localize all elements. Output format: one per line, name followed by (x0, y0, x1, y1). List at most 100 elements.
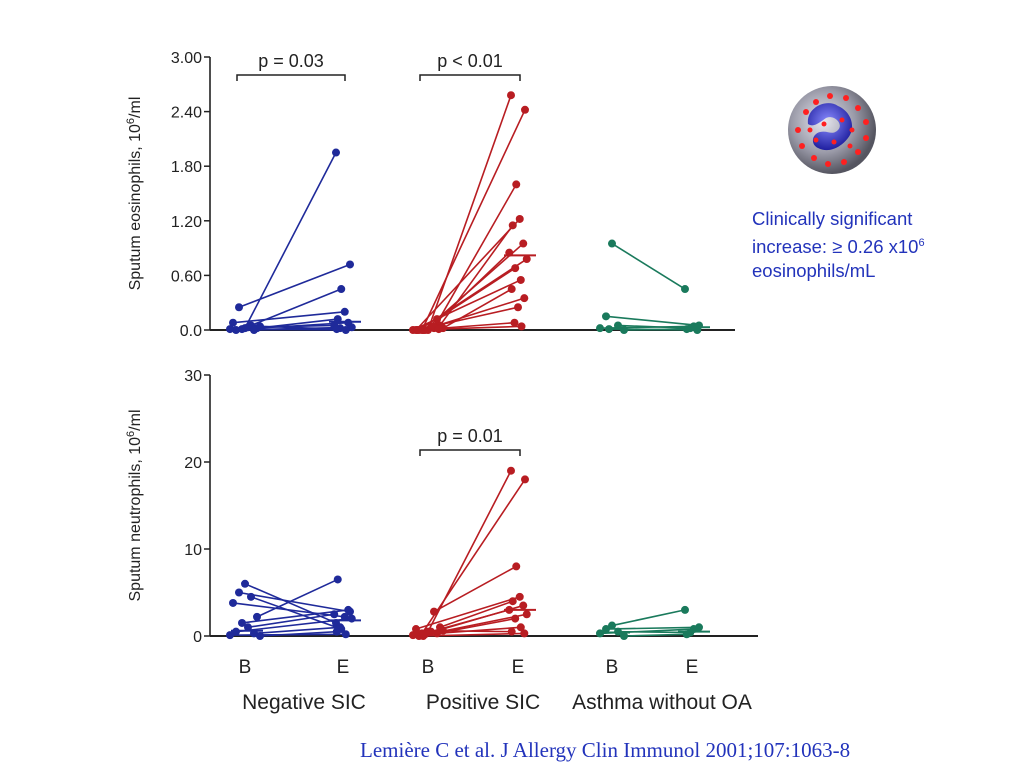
y-axis-title-sup: 6 (125, 431, 137, 437)
paired-line (417, 321, 515, 331)
series-positive-sic (409, 91, 536, 334)
citation: Lemière C et al. J Allergy Clin Immunol … (360, 738, 851, 762)
point-e (519, 239, 528, 248)
series-negative-sic (226, 148, 361, 334)
paired-line (259, 630, 337, 637)
note-line-3: eosinophils/mL (752, 260, 876, 282)
x-label-b: B (239, 657, 252, 678)
x-label-e: E (512, 657, 525, 678)
paired-line (421, 478, 526, 634)
point-b (238, 618, 246, 627)
point-b (419, 632, 428, 640)
point-e (511, 614, 520, 623)
point-b (430, 607, 438, 616)
point-e (516, 623, 525, 632)
point-b (602, 625, 610, 634)
panel-top: 0.0 0.60 1.20 1.80 2.40 3.00 Sputum eosinophil… (125, 50, 735, 340)
point-e (333, 575, 342, 584)
point-e (516, 275, 525, 284)
point-b (241, 579, 249, 588)
point-b (412, 625, 420, 634)
paired-line (423, 632, 525, 637)
x-label-b: B (422, 657, 435, 678)
x-label-e: E (686, 657, 699, 678)
point-e (508, 221, 517, 230)
point-b (596, 324, 604, 333)
clinical-significance-note: Clinically significant increase: ≥ 0.26 … (752, 207, 992, 283)
y-axis-title-main: Sputum neutrophils, 10 (127, 437, 144, 602)
p-value-label: p < 0.01 (437, 51, 503, 71)
point-e (520, 294, 529, 303)
paired-line (439, 600, 514, 629)
point-e (510, 318, 519, 327)
point-e (341, 326, 350, 334)
significance-bracket (236, 74, 346, 81)
paired-line (250, 596, 342, 630)
y-tick-label: 1.20 (171, 214, 202, 231)
point-e (332, 627, 341, 636)
point-e (507, 91, 515, 100)
point-e (512, 562, 521, 571)
point-b (608, 239, 616, 248)
x-group-label: Negative SIC (242, 691, 366, 714)
paired-line (608, 328, 698, 331)
x-label-e: E (337, 657, 350, 678)
paired-line (238, 263, 351, 308)
series-asthma-without-oa (596, 605, 710, 640)
point-b (229, 318, 237, 327)
paired-line (415, 218, 521, 331)
paired-line (438, 325, 522, 330)
point-b (256, 632, 264, 640)
note-line-2: increase: ≥ 0.26 x106 (752, 231, 992, 259)
y-tick-label: 10 (184, 542, 202, 559)
point-e (522, 610, 531, 619)
y-tick-label: 0.0 (180, 323, 202, 340)
paired-line (611, 242, 686, 290)
paired-line (232, 602, 345, 618)
point-e (519, 601, 528, 610)
point-e (520, 629, 529, 638)
point-e (512, 180, 521, 189)
paired-line (247, 613, 335, 629)
point-e (508, 597, 517, 606)
point-b (605, 325, 613, 334)
point-b (229, 598, 237, 607)
point-b (434, 325, 443, 334)
paired-line (253, 626, 341, 635)
x-group-label: Positive SIC (426, 691, 540, 714)
point-e (507, 285, 516, 294)
point-e (507, 466, 515, 475)
y-tick-label: 3.00 (171, 50, 202, 67)
point-b (247, 592, 255, 601)
point-e (347, 323, 356, 332)
paired-line (421, 109, 526, 331)
point-e (337, 285, 346, 294)
point-b (235, 303, 243, 312)
paired-line (244, 152, 337, 329)
p-value-label: p = 0.01 (437, 426, 503, 446)
point-e (346, 260, 354, 269)
paired-line (432, 306, 519, 328)
point-e (515, 214, 524, 223)
point-b (253, 612, 261, 621)
paired-line (605, 626, 700, 630)
paired-line (433, 184, 517, 329)
paired-line (241, 609, 349, 624)
point-e (332, 148, 340, 157)
paired-line (611, 609, 686, 627)
paired-line (623, 633, 687, 637)
y-axis-title: Sputum neutrophils, 106/ml (125, 410, 144, 602)
point-e (521, 475, 529, 484)
y-tick-label: 0.60 (171, 268, 202, 285)
paired-line (256, 578, 339, 618)
panel-bottom: 0 10 20 30 Sputum neutrophils, 106/ml p = 0.0… (125, 368, 758, 646)
point-e (340, 307, 349, 316)
point-b (256, 322, 264, 331)
x-label-b: B (606, 657, 619, 678)
point-e (341, 630, 350, 639)
point-b (620, 632, 628, 640)
point-b (226, 325, 234, 334)
point-e (330, 610, 339, 619)
paired-line (442, 629, 512, 633)
paired-line (436, 267, 516, 320)
